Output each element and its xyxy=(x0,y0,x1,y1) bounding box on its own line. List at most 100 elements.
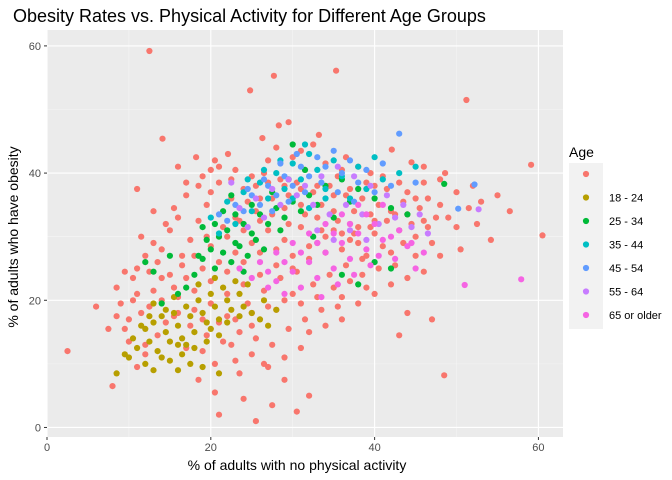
data-point xyxy=(338,230,345,237)
data-point xyxy=(506,208,513,215)
data-point xyxy=(260,297,268,304)
data-point xyxy=(387,182,395,189)
data-point xyxy=(351,173,358,180)
data-point xyxy=(379,243,386,250)
data-point xyxy=(301,189,309,196)
data-point xyxy=(162,319,169,326)
data-point xyxy=(228,259,235,266)
legend-label: 45 - 54 xyxy=(609,263,643,275)
data-point xyxy=(322,322,329,329)
data-point xyxy=(146,338,153,345)
data-point xyxy=(265,322,272,329)
data-point xyxy=(293,408,300,415)
data-point xyxy=(322,163,329,170)
data-point xyxy=(306,230,313,237)
data-point xyxy=(187,236,194,243)
data-point xyxy=(236,313,243,320)
legend-key xyxy=(582,311,590,319)
data-point xyxy=(289,160,296,167)
data-point xyxy=(142,360,149,367)
data-point xyxy=(392,214,399,221)
data-point xyxy=(158,354,165,361)
data-point xyxy=(428,239,436,247)
data-point xyxy=(187,313,194,320)
data-point xyxy=(457,246,464,253)
data-point xyxy=(285,325,292,332)
data-point xyxy=(281,259,288,266)
data-point xyxy=(420,163,427,170)
data-point xyxy=(248,309,255,317)
data-point xyxy=(224,217,231,224)
data-point xyxy=(315,131,322,138)
data-point xyxy=(211,303,218,310)
data-point xyxy=(463,96,470,104)
data-point xyxy=(134,290,141,297)
data-point xyxy=(207,214,214,221)
data-point xyxy=(193,154,200,161)
data-point xyxy=(265,220,272,228)
data-point xyxy=(281,214,288,221)
data-point xyxy=(355,230,362,237)
data-point xyxy=(441,180,448,187)
data-point xyxy=(346,220,354,228)
data-point xyxy=(174,163,182,170)
data-point xyxy=(170,309,178,317)
data-point xyxy=(256,201,264,208)
data-point xyxy=(203,319,210,326)
data-point xyxy=(351,208,358,215)
data-point xyxy=(359,271,366,278)
data-point xyxy=(125,354,132,361)
data-point xyxy=(220,284,227,291)
x-tick-label: 0 xyxy=(44,442,50,454)
data-point xyxy=(142,351,149,358)
data-point xyxy=(179,351,186,358)
data-point xyxy=(346,227,354,234)
x-axis-label: % of adults with no physical activity xyxy=(188,457,407,473)
data-point xyxy=(301,182,309,189)
data-point xyxy=(265,363,272,371)
data-point xyxy=(154,332,161,339)
data-point xyxy=(412,233,419,240)
data-point xyxy=(236,290,243,297)
data-point xyxy=(387,265,395,272)
data-point xyxy=(183,274,190,282)
legend-label: 35 - 44 xyxy=(609,240,643,252)
data-point xyxy=(158,246,165,253)
data-point xyxy=(244,224,251,231)
data-point xyxy=(333,67,340,74)
data-point xyxy=(203,338,210,345)
data-point xyxy=(420,217,427,224)
legend: Age 18 - 24 25 - 34 35 - 44 45 - 54 55 - 64 6… xyxy=(569,144,662,329)
data-point xyxy=(318,294,325,301)
data-point xyxy=(240,303,247,310)
data-point xyxy=(404,211,411,218)
data-point xyxy=(252,418,259,425)
data-point xyxy=(363,284,370,291)
data-point xyxy=(318,173,325,180)
data-point xyxy=(306,150,313,158)
data-point xyxy=(387,205,395,212)
legend-key xyxy=(582,217,590,225)
data-point xyxy=(174,341,182,348)
data-point xyxy=(228,306,235,313)
data-point xyxy=(248,274,255,282)
data-point xyxy=(150,268,157,275)
data-point xyxy=(256,259,264,266)
data-point xyxy=(158,313,165,320)
data-point xyxy=(183,303,190,310)
data-point xyxy=(244,176,251,183)
data-point xyxy=(396,130,403,137)
data-point xyxy=(256,316,264,323)
data-point xyxy=(396,179,403,186)
x-tick-label: 40 xyxy=(368,442,380,454)
data-point xyxy=(412,179,419,186)
data-point xyxy=(379,236,386,243)
data-point xyxy=(248,201,255,208)
data-point xyxy=(215,370,223,377)
data-point xyxy=(314,154,321,161)
data-point xyxy=(228,341,235,348)
data-point xyxy=(330,157,337,164)
data-point xyxy=(199,309,206,317)
data-point xyxy=(277,227,284,234)
